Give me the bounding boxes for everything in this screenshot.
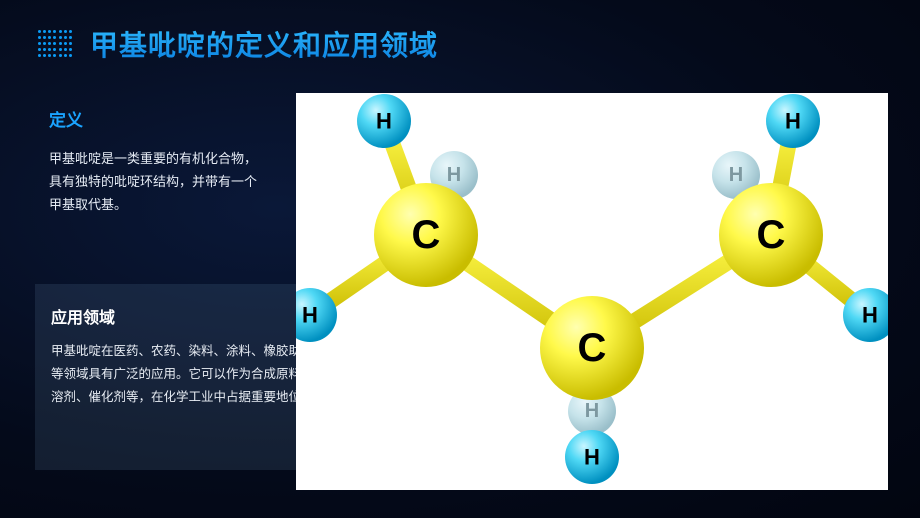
atom-label: H <box>862 303 878 328</box>
atom-label: H <box>447 164 461 186</box>
slide-title: 甲基吡啶的定义和应用领域 <box>90 24 438 64</box>
application-body: 甲基吡啶在医药、农药、染料、涂料、橡胶助剂等领域具有广泛的应用。它可以作为合成原… <box>51 340 319 409</box>
application-heading: 应用领域 <box>51 304 319 328</box>
atom-label: C <box>412 213 441 257</box>
atom-label: H <box>302 303 318 328</box>
header-dot-grid <box>38 30 72 58</box>
definition-heading: 定义 <box>49 106 269 131</box>
section-application: 应用领域 甲基吡啶在医药、农药、染料、涂料、橡胶助剂等领域具有广泛的应用。它可以… <box>35 284 335 470</box>
section-definition: 定义 甲基吡啶是一类重要的有机化合物，具有独特的吡啶环结构，并带有一个甲基取代基… <box>49 106 269 216</box>
atom-label: C <box>757 213 786 257</box>
molecule-svg: H H H C C C H H H H H <box>296 93 888 490</box>
slide-header: 甲基吡啶的定义和应用领域 <box>38 24 438 64</box>
atom-label: H <box>585 400 599 422</box>
atom-label: H <box>729 164 743 186</box>
definition-body: 甲基吡啶是一类重要的有机化合物，具有独特的吡啶环结构，并带有一个甲基取代基。 <box>49 147 269 216</box>
atom-label: C <box>578 326 607 370</box>
atom-label: H <box>376 109 392 134</box>
atom-label: H <box>785 109 801 134</box>
atom-label: H <box>584 445 600 470</box>
molecule-diagram: H H H C C C H H H H H <box>296 93 888 490</box>
